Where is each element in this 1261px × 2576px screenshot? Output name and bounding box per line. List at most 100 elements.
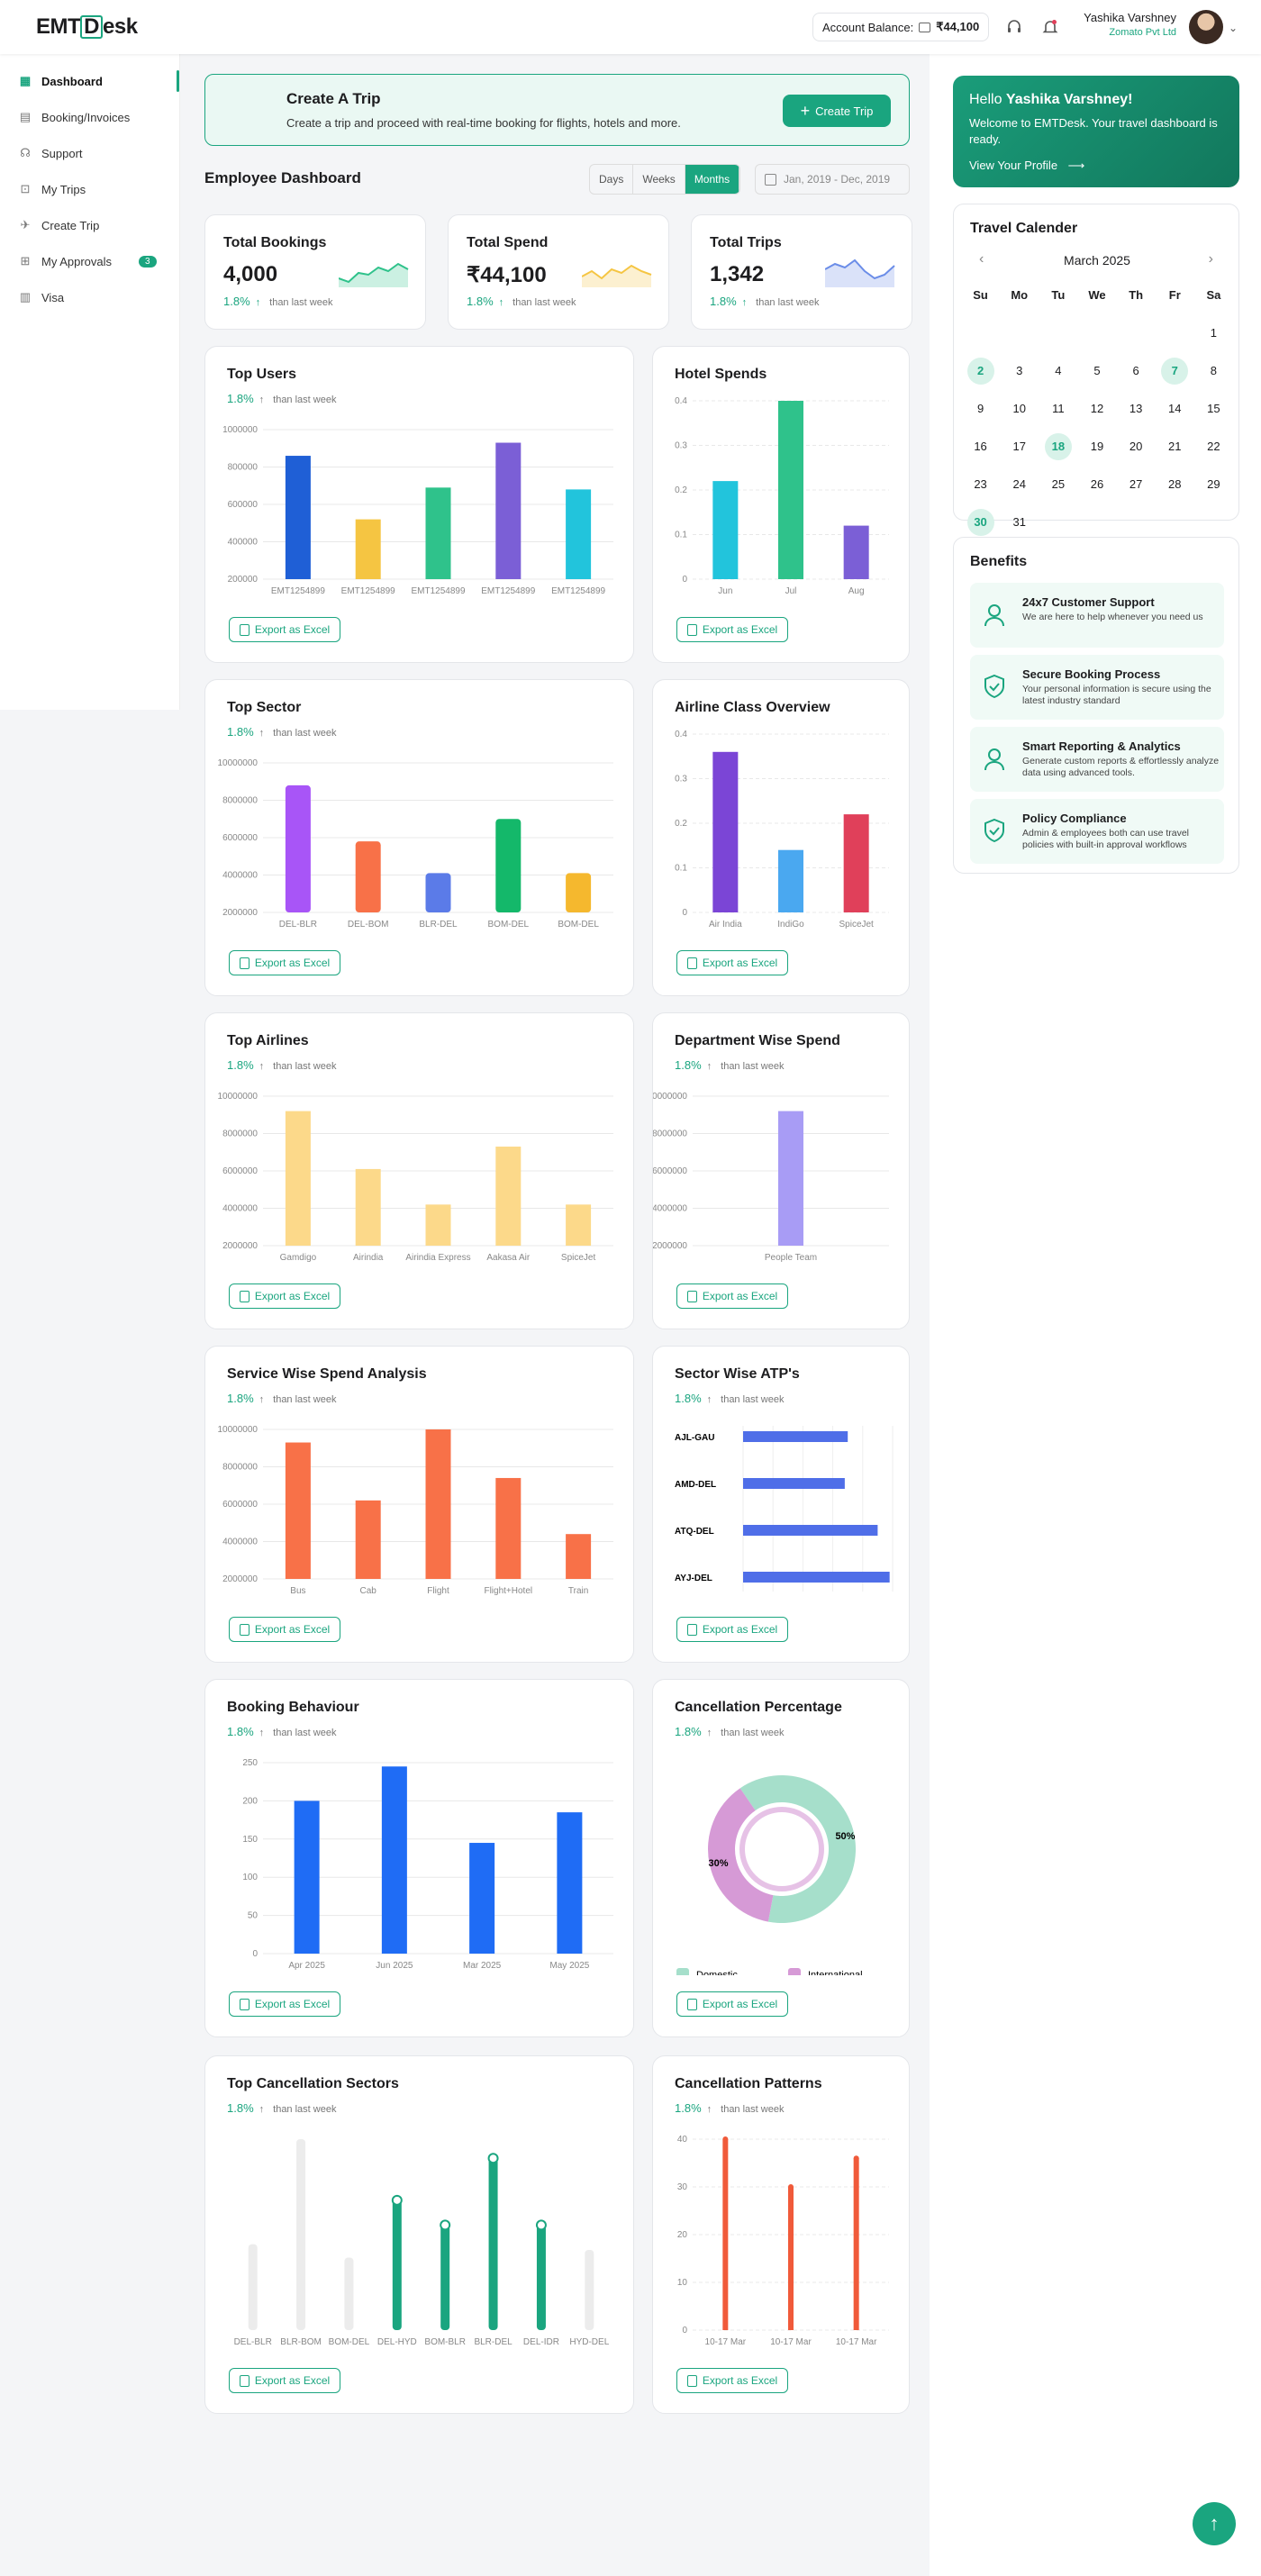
bar[interactable] <box>843 814 869 912</box>
bar[interactable] <box>585 2249 594 2330</box>
calendar-day[interactable]: 18 <box>1039 433 1077 460</box>
bar[interactable] <box>294 1800 320 1954</box>
export-excel-button[interactable]: Export as Excel <box>229 1617 340 1642</box>
bar[interactable] <box>743 1478 845 1489</box>
sidebar-item-support[interactable]: ☊ Support <box>0 135 179 171</box>
export-excel-button[interactable]: Export as Excel <box>676 1283 788 1309</box>
bar[interactable] <box>853 2158 859 2330</box>
sidebar-item-booking-invoices[interactable]: ▤ Booking/Invoices <box>19 110 131 124</box>
calendar-day[interactable]: 5 <box>1093 364 1101 377</box>
export-excel-button[interactable]: Export as Excel <box>676 1617 788 1642</box>
bar[interactable] <box>566 489 592 579</box>
bar[interactable] <box>566 1204 592 1246</box>
sidebar-item-my-trips[interactable]: ⊡ My Trips <box>0 171 179 207</box>
calendar-day[interactable]: 13 <box>1129 402 1143 415</box>
sidebar-item-visa[interactable]: ▥ Visa <box>19 290 65 304</box>
calendar-day[interactable]: 30 <box>961 509 1000 536</box>
calendar-day[interactable]: 20 <box>1129 440 1143 453</box>
export-excel-button[interactable]: Export as Excel <box>676 1991 788 2017</box>
export-excel-button[interactable]: Export as Excel <box>676 617 788 642</box>
export-excel-button[interactable]: Export as Excel <box>229 2368 340 2393</box>
calendar-day[interactable]: 15 <box>1207 402 1220 415</box>
bar[interactable] <box>355 519 381 579</box>
calendar-day[interactable]: 28 <box>1168 477 1182 491</box>
bar[interactable] <box>566 1534 592 1579</box>
avatar[interactable] <box>1189 10 1223 44</box>
sidebar-item-dashboard[interactable]: ▦ Dashboard <box>0 63 179 99</box>
bar[interactable] <box>712 751 739 912</box>
calendar-day[interactable]: 10 <box>1012 402 1026 415</box>
bar[interactable] <box>248 2244 258 2330</box>
user-info[interactable]: Yashika Varshney Zomato Pvt Ltd <box>1084 11 1176 38</box>
chevron-down-icon[interactable]: ⌄ <box>1229 22 1238 34</box>
calendar-day[interactable]: 1 <box>1210 326 1218 340</box>
bar[interactable] <box>495 1477 522 1579</box>
account-balance[interactable]: Account Balance: ₹44,100 <box>812 13 989 41</box>
sidebar-item-my-approvals[interactable]: ⊞ My Approvals 3 <box>0 243 179 279</box>
tab-months[interactable]: Months <box>685 165 740 194</box>
bar[interactable] <box>536 2225 546 2330</box>
tab-days[interactable]: Days <box>590 165 634 194</box>
bar[interactable] <box>425 873 451 912</box>
bar[interactable] <box>392 2200 402 2330</box>
bar[interactable] <box>285 1442 311 1579</box>
calendar-day[interactable]: 29 <box>1207 477 1220 491</box>
bar[interactable] <box>495 819 522 912</box>
calendar-day[interactable]: 19 <box>1090 440 1104 453</box>
calendar-day[interactable]: 24 <box>1012 477 1026 491</box>
chevron-left-icon[interactable]: ‹ <box>979 251 984 267</box>
calendar-day[interactable]: 6 <box>1132 364 1139 377</box>
export-excel-button[interactable]: Export as Excel <box>229 950 340 975</box>
sidebar-item-create-trip[interactable]: ✈ Create Trip <box>0 207 179 243</box>
scroll-top-button[interactable]: ↑ <box>1193 2502 1236 2545</box>
bar[interactable] <box>381 1766 407 1954</box>
create-trip-button[interactable]: + Create Trip <box>783 95 891 127</box>
calendar-day[interactable]: 7 <box>1156 358 1194 385</box>
bar[interactable] <box>285 1111 311 1246</box>
bar[interactable] <box>355 1168 381 1246</box>
bar[interactable] <box>285 456 311 579</box>
bar[interactable] <box>743 1525 878 1536</box>
calendar-day[interactable]: 25 <box>1051 477 1066 491</box>
bar[interactable] <box>355 841 381 912</box>
bar[interactable] <box>778 401 803 579</box>
calendar-day[interactable]: 2 <box>961 358 1000 385</box>
bar[interactable] <box>355 1500 381 1579</box>
headset-icon[interactable] <box>1005 18 1023 36</box>
view-profile-link[interactable]: View Your Profile ⟶ <box>969 159 1085 172</box>
pie-slice[interactable] <box>739 1775 856 1923</box>
bar[interactable] <box>722 2139 729 2330</box>
calendar-day[interactable]: 12 <box>1090 402 1104 415</box>
calendar-day[interactable]: 11 <box>1052 402 1065 415</box>
export-excel-button[interactable]: Export as Excel <box>676 2368 788 2393</box>
pie-slice[interactable] <box>708 1788 774 1922</box>
bar[interactable] <box>778 1111 803 1246</box>
calendar-day[interactable]: 26 <box>1090 477 1104 491</box>
calendar-day[interactable]: 3 <box>1016 364 1023 377</box>
bar[interactable] <box>425 1204 451 1246</box>
calendar-day[interactable]: 17 <box>1012 440 1026 453</box>
bar[interactable] <box>440 2225 450 2330</box>
bar[interactable] <box>495 442 522 579</box>
bar[interactable] <box>285 785 311 912</box>
export-excel-button[interactable]: Export as Excel <box>229 1991 340 2017</box>
bar[interactable] <box>495 1147 522 1246</box>
bar[interactable] <box>557 1812 583 1954</box>
calendar-day[interactable]: 4 <box>1055 364 1062 377</box>
bar[interactable] <box>488 2158 498 2330</box>
bar[interactable] <box>566 873 592 912</box>
export-excel-button[interactable]: Export as Excel <box>676 950 788 975</box>
tab-weeks[interactable]: Weeks <box>633 165 685 194</box>
bar[interactable] <box>469 1843 495 1954</box>
export-excel-button[interactable]: Export as Excel <box>229 1283 340 1309</box>
bar[interactable] <box>778 849 803 912</box>
export-excel-button[interactable]: Export as Excel <box>229 617 340 642</box>
calendar-day[interactable]: 14 <box>1168 402 1182 415</box>
calendar-day[interactable]: 21 <box>1168 440 1182 453</box>
chevron-right-icon[interactable]: › <box>1208 251 1213 267</box>
calendar-day[interactable]: 31 <box>1012 515 1026 529</box>
calendar-day[interactable]: 27 <box>1129 477 1143 491</box>
calendar-day[interactable]: 23 <box>974 477 987 491</box>
calendar-day[interactable]: 22 <box>1207 440 1220 453</box>
